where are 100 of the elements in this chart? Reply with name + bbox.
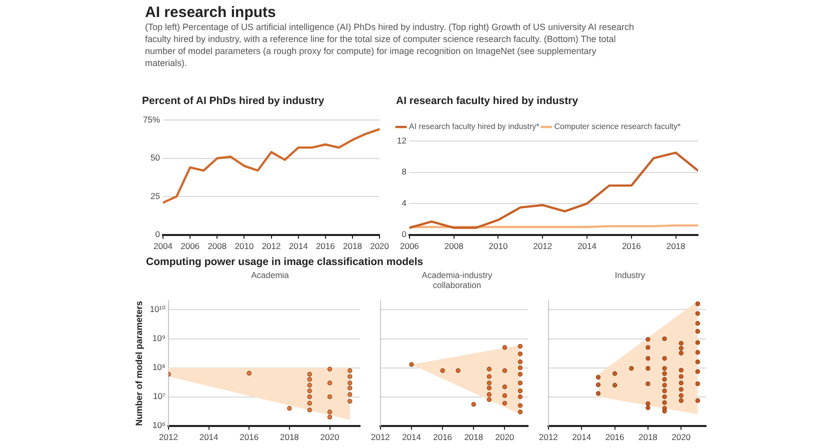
point — [307, 408, 312, 412]
x-tick-label: 2008 — [208, 241, 227, 252]
point — [596, 391, 601, 396]
x-tick-label: 2016 — [433, 432, 452, 442]
chart-title: Computing power usage in image classification models — [146, 256, 424, 268]
point — [456, 368, 460, 373]
point — [678, 346, 684, 351]
point — [646, 405, 650, 410]
point — [486, 386, 492, 390]
y-tick-label: 10⁹ — [152, 333, 166, 344]
point — [327, 394, 332, 400]
point — [307, 377, 312, 382]
x-tick-label: 2014 — [578, 241, 597, 252]
point — [678, 368, 684, 372]
point — [646, 401, 650, 406]
x-tick-label: 2014 — [572, 432, 592, 442]
point — [612, 371, 618, 376]
text: AI research inputs — [145, 4, 277, 21]
point — [678, 380, 684, 386]
point — [307, 372, 312, 377]
point — [662, 382, 667, 388]
point — [518, 388, 523, 394]
legend-label: Computer science research faculty* — [554, 122, 681, 132]
point — [307, 400, 312, 406]
point — [662, 356, 667, 361]
point — [246, 370, 252, 376]
point — [348, 380, 352, 386]
point — [678, 340, 684, 346]
x-tick-label: 2012 — [533, 241, 552, 252]
x-tick-label: 2018 — [666, 241, 686, 252]
point — [695, 398, 700, 403]
point — [518, 352, 523, 356]
point — [596, 382, 601, 388]
point — [348, 374, 352, 379]
point — [629, 366, 634, 371]
x-tick-label: 2018 — [343, 241, 362, 252]
point — [307, 382, 312, 388]
x-tick-label: 2012 — [370, 432, 390, 442]
point — [596, 374, 601, 380]
text: (Top left) Percentage of US artificial intelligence (AI) PhDs hired by industry. (Top right) Growth of US university AI research faculty hired by industry, with a reference line for the total size of computer science research faculty. (Bottom) The total number of model parameters (a rough proxy for compute) for image recognition on ImageNet (see supplementary materials). — [145, 21, 636, 69]
point — [662, 371, 667, 376]
point — [695, 360, 700, 364]
point — [662, 388, 667, 394]
y-tick-label: 0 — [402, 229, 407, 240]
point — [287, 406, 292, 411]
y-tick-label: 50 — [150, 152, 160, 163]
x-tick-label: 2014 — [199, 432, 219, 442]
x-tick-label: 2012 — [262, 241, 281, 252]
point — [518, 372, 523, 377]
chart-title: Percent of AI PhDs hired by industry — [141, 95, 326, 109]
y-tick-label: 0 — [155, 229, 160, 240]
point — [695, 329, 700, 334]
x-tick-label: 2008 — [444, 241, 464, 252]
point — [662, 366, 667, 371]
point — [646, 337, 650, 342]
point — [646, 366, 650, 371]
x-tick-label: 2014 — [288, 241, 308, 252]
x-tick-label: 2006 — [400, 241, 420, 252]
x-tick-label: 2020 — [370, 241, 390, 252]
point — [409, 362, 414, 367]
x-tick-label: 2018 — [638, 432, 658, 442]
point — [695, 311, 700, 316]
point — [502, 368, 508, 373]
point — [502, 393, 508, 398]
chart-subtitle: Industry — [614, 270, 646, 282]
point — [695, 340, 700, 345]
point — [678, 350, 684, 356]
x-tick-label: 2018 — [280, 432, 300, 442]
point — [695, 369, 700, 374]
x-tick-label: 2020 — [320, 432, 340, 442]
point — [662, 408, 667, 414]
y-tick-label: 4 — [402, 198, 407, 208]
point — [440, 368, 445, 373]
x-tick-label: 2016 — [622, 241, 642, 252]
point — [348, 398, 352, 404]
point — [518, 380, 523, 386]
chart-subtitle: Academia — [250, 270, 290, 282]
point — [486, 397, 492, 402]
y-tick-label: 10⁸ — [152, 362, 166, 372]
point — [471, 402, 476, 407]
point — [662, 400, 667, 405]
point — [662, 394, 667, 400]
y-tick-label: 10⁶ — [152, 420, 166, 430]
point — [662, 336, 667, 342]
point — [678, 398, 684, 403]
point — [327, 410, 332, 414]
point — [327, 380, 332, 386]
point — [695, 321, 700, 326]
point — [502, 345, 508, 350]
point — [646, 356, 650, 361]
point — [612, 382, 618, 388]
point — [307, 394, 312, 400]
x-tick-label: 2006 — [180, 241, 200, 252]
point — [327, 366, 332, 372]
point — [486, 392, 492, 397]
point — [678, 393, 684, 398]
point — [518, 403, 523, 408]
point — [327, 414, 332, 420]
point — [518, 394, 523, 400]
y-tick-label: 25 — [150, 190, 160, 201]
